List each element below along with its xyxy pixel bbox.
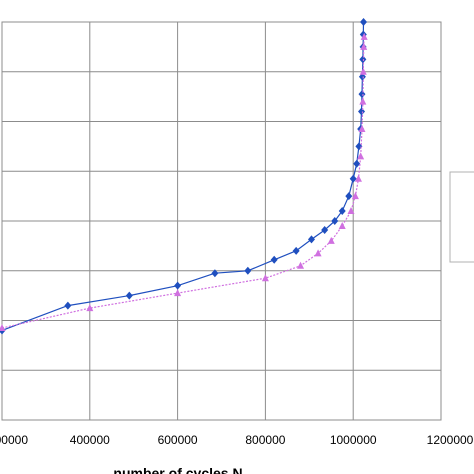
x-tick-label: 1200000: [427, 433, 474, 447]
data-point: [261, 274, 269, 282]
x-tick-label: 1000000: [330, 433, 377, 447]
data-point: [360, 18, 368, 26]
data-point: [307, 235, 315, 244]
data-point: [351, 192, 359, 200]
data-point: [357, 152, 365, 160]
x-tick-labels: 200000 400000 600000 800000 1000000 1200000: [0, 433, 474, 447]
data-point: [359, 67, 367, 75]
series-2: [0, 32, 368, 331]
data-point: [353, 159, 361, 168]
data-point: [354, 174, 362, 182]
x-axis-title: number of cycles N: [113, 465, 242, 474]
data-point: [358, 90, 366, 99]
data-point: [270, 255, 278, 264]
data-point: [86, 304, 94, 312]
x-tick-label: 600000: [158, 433, 198, 447]
data-point: [174, 289, 182, 297]
data-point: [327, 236, 335, 244]
data-point: [244, 266, 252, 275]
data-point: [174, 281, 182, 290]
data-point: [331, 217, 339, 225]
data-point: [297, 261, 305, 269]
series-line: [1, 36, 365, 329]
data-point: [0, 323, 6, 331]
data-point: [347, 207, 355, 215]
data-point: [314, 249, 322, 257]
data-point: [360, 42, 368, 50]
data-point: [360, 32, 368, 40]
x-tick-label: 200000: [0, 433, 28, 447]
data-point: [359, 97, 367, 105]
data-point: [125, 291, 133, 300]
x-tick-label: 800000: [245, 433, 285, 447]
data-point: [338, 221, 346, 229]
data-point: [349, 174, 357, 183]
data-point: [358, 124, 366, 132]
data-point: [358, 107, 366, 116]
data-point: [345, 192, 353, 201]
series-layer: [0, 18, 368, 335]
data-point: [292, 246, 300, 255]
x-tick-label: 400000: [70, 433, 110, 447]
series-1: [0, 18, 368, 335]
legend-box: [449, 171, 474, 263]
data-point: [211, 269, 219, 278]
data-point: [338, 207, 346, 216]
data-point: [321, 225, 329, 234]
data-point: [64, 301, 72, 310]
data-point: [359, 55, 367, 64]
gridlines: [2, 22, 441, 420]
plot-area-frame: [1, 21, 442, 421]
series-line: [1, 21, 365, 331]
